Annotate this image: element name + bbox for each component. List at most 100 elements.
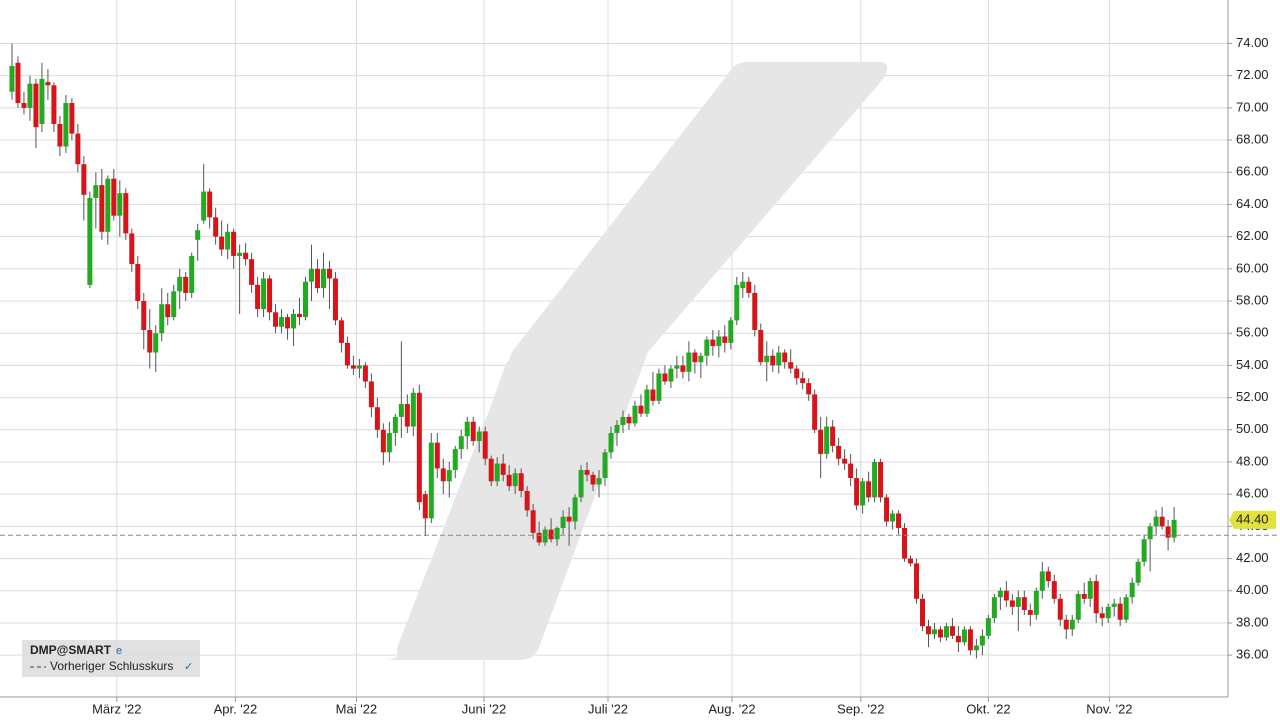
legend-box [22, 640, 200, 677]
candle-body [440, 468, 446, 482]
candle-body [776, 352, 782, 366]
candle-body [111, 178, 117, 216]
candle-body [51, 85, 57, 124]
candle-body [165, 304, 171, 318]
x-tick-label: Sep. '22 [837, 701, 884, 716]
candle-body [15, 62, 21, 104]
candle-body [560, 516, 566, 528]
candle-body [770, 355, 776, 366]
candle-body [590, 474, 596, 485]
candle-body [740, 281, 746, 289]
candle-body [884, 497, 890, 522]
candle-body [350, 365, 356, 369]
candle-body [428, 442, 434, 519]
candle-body [368, 381, 374, 408]
candle-body [1015, 597, 1021, 607]
candle-body [470, 421, 476, 442]
candle-body [866, 481, 872, 498]
legend-icon[interactable]: ✓ [184, 661, 193, 673]
y-tick-label: 68.00 [1236, 131, 1269, 146]
candle-body [518, 473, 524, 491]
candle-body [1171, 519, 1177, 538]
candle-body [650, 389, 656, 401]
candle-body [75, 133, 81, 165]
candle-body [626, 416, 632, 424]
candle-body [1033, 590, 1039, 615]
y-tick-label: 52.00 [1236, 389, 1269, 404]
candle-body [782, 352, 788, 363]
candle-body [159, 304, 165, 334]
last-price-label: 44.40 [1236, 511, 1269, 526]
candle-body [902, 527, 908, 559]
candle-body [830, 426, 836, 446]
candle-body [512, 473, 518, 487]
x-tick-label: März '22 [92, 701, 141, 716]
candle-body [961, 629, 967, 643]
candle-body [1105, 606, 1111, 619]
candle-body [231, 231, 237, 256]
y-tick-label: 72.00 [1236, 67, 1269, 82]
x-tick-label: Apr. '22 [214, 701, 258, 716]
candle-body [872, 461, 878, 498]
candle-body [141, 301, 147, 330]
y-tick-label: 48.00 [1236, 453, 1269, 468]
candle-body [668, 368, 674, 382]
legend: DMP@SMART e Vorheriger Schlusskurs ✓ [22, 640, 200, 677]
candle-body [195, 230, 201, 240]
candle-body [608, 433, 614, 453]
candle-body [87, 197, 93, 285]
candle-body [261, 278, 267, 310]
candle-body [1075, 593, 1081, 620]
candle-body [908, 558, 914, 564]
candle-body [794, 368, 800, 379]
candle-body [9, 65, 15, 92]
candle-body [896, 513, 902, 528]
candle-body [273, 312, 279, 327]
candle-body [189, 255, 195, 293]
candle-body [506, 474, 512, 487]
candle-body [878, 461, 884, 498]
candle-body [812, 394, 818, 430]
candle-body [285, 317, 291, 329]
candle-body [207, 191, 213, 218]
candle-body [1057, 598, 1063, 620]
candle-body [1069, 619, 1075, 630]
y-tick-label: 54.00 [1236, 357, 1269, 372]
candle-body [806, 383, 812, 395]
candle-body [925, 626, 931, 635]
candle-body [464, 421, 470, 437]
candle-body [249, 259, 255, 285]
candle-body [638, 405, 644, 414]
candle-body [21, 103, 27, 108]
candle-body [1099, 613, 1105, 619]
candle-body [386, 433, 392, 453]
legend-icon[interactable]: e [116, 645, 122, 657]
candle-body [99, 185, 105, 232]
candle-body [931, 629, 937, 635]
y-tick-label: 46.00 [1236, 486, 1269, 501]
candle-body [973, 645, 979, 651]
x-tick-label: Aug. '22 [708, 701, 755, 716]
candle-body [632, 405, 638, 424]
candle-body [1135, 561, 1141, 583]
candle-body [548, 529, 554, 540]
candle-body [303, 281, 309, 318]
candle-body [854, 478, 860, 506]
candle-body [362, 365, 368, 382]
candle-body [33, 83, 39, 128]
candle-body [344, 342, 350, 366]
candle-body [177, 276, 183, 292]
candle-body [398, 404, 404, 417]
candle-body [1141, 539, 1147, 562]
candle-body [620, 416, 626, 425]
candle-body [338, 320, 344, 343]
x-tick-label: Juli '22 [588, 701, 628, 716]
candle-body [476, 431, 482, 442]
watermark [396, 62, 887, 660]
y-tick-label: 62.00 [1236, 228, 1269, 243]
candle-body [692, 352, 698, 363]
candle-body [596, 478, 602, 485]
candle-body [422, 494, 428, 519]
candle-body [764, 355, 770, 363]
candle-body [860, 481, 866, 506]
